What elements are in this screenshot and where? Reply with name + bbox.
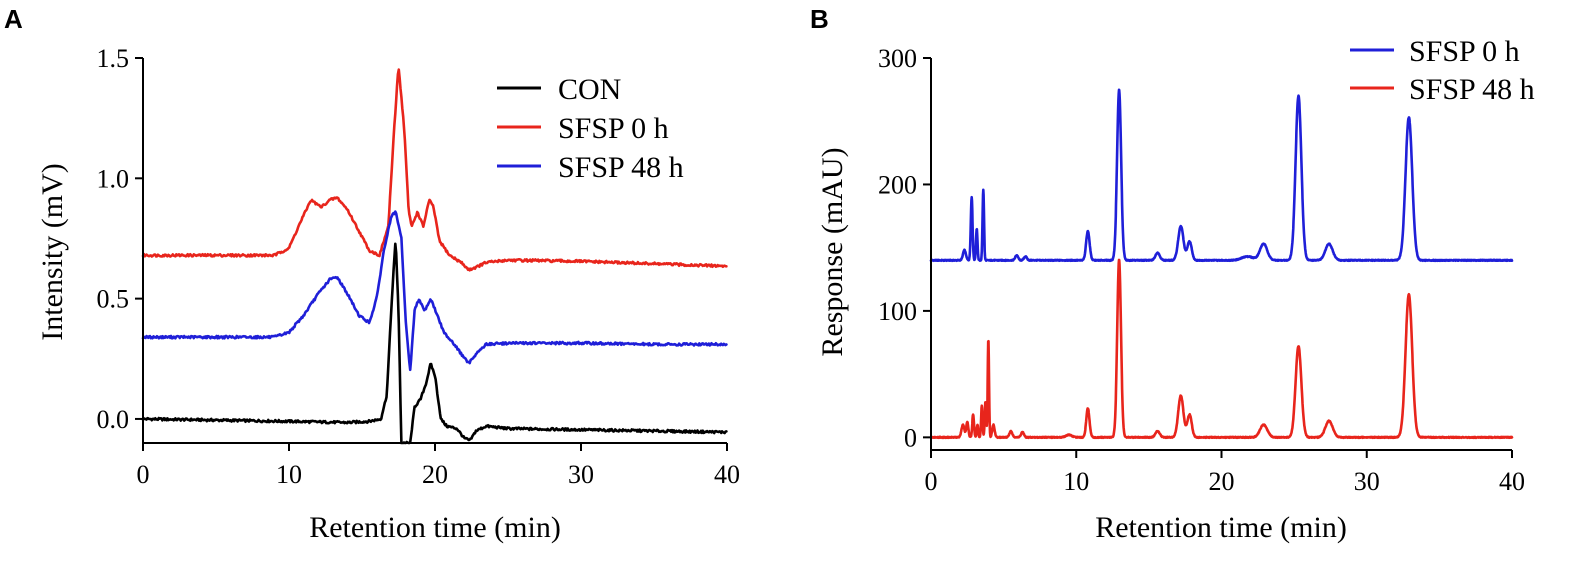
panel-a-x-tick-label: 10: [276, 460, 302, 489]
panel-b-x-tick-label: 30: [1354, 467, 1380, 496]
panel-a: A 0 10 20 30 40 0.0 0.5 1.0 1.5 Retention time …: [4, 4, 740, 544]
panel-a-label: A: [4, 4, 23, 34]
panel-b-series-sfsp-48-h: [929, 258, 1514, 440]
panel-a-y-tick-label: 1.0: [97, 164, 130, 193]
panel-a-series-group: [141, 68, 728, 445]
panel-a-y-tick-label: 1.5: [97, 44, 130, 73]
panel-a-y-tick-label: 0.0: [97, 405, 130, 434]
panel-b-x-tick-label: 40: [1499, 467, 1525, 496]
panel-b-x-tick-label: 10: [1063, 467, 1089, 496]
panel-b-x-tick-label: 0: [925, 467, 938, 496]
panel-a-x-axis-title: Retention time (min): [309, 511, 561, 544]
panel-b-x-ticks: 0 10 20 30 40: [925, 450, 1525, 496]
panel-a-series-con: [141, 242, 728, 445]
panel-b-label: B: [810, 4, 829, 34]
legend-label-con: CON: [558, 73, 621, 106]
panel-a-series-sfsp-48-h: [141, 210, 728, 372]
panel-b-y-tick-label: 100: [878, 297, 917, 326]
legend-label-sfsp-0h: SFSP 0 h: [558, 112, 669, 145]
panel-b-y-tick-label: 300: [878, 44, 917, 73]
legend-label-b-sfsp-0h: SFSP 0 h: [1409, 35, 1520, 68]
panel-a-x-ticks: 0 10 20 30 40: [137, 443, 740, 489]
panel-a-y-tick-label: 0.5: [97, 285, 130, 314]
panel-b-y-ticks: 0 100 200 300: [878, 44, 931, 452]
panel-b-y-tick-label: 0: [904, 423, 917, 452]
panel-a-x-tick-label: 30: [568, 460, 594, 489]
panel-b-x-tick-label: 20: [1209, 467, 1235, 496]
panel-a-x-tick-label: 0: [137, 460, 150, 489]
legend-label-b-sfsp-48h: SFSP 48 h: [1409, 73, 1535, 106]
panel-b: B 0 10 20 30 40 0 100 200 300 Retention time (m…: [810, 4, 1535, 544]
panel-a-series-sfsp-0-h: [141, 68, 728, 272]
panel-b-legend: SFSP 0 h SFSP 48 h: [1350, 35, 1535, 106]
panel-b-series-sfsp-0-h: [929, 88, 1514, 263]
panel-a-y-axis-title: Intensity (mV): [36, 163, 69, 340]
panel-b-series-group: [929, 88, 1514, 440]
panel-a-x-tick-label: 40: [714, 460, 740, 489]
panel-a-y-ticks: 0.0 0.5 1.0 1.5: [97, 44, 143, 434]
legend-label-sfsp-48h: SFSP 48 h: [558, 151, 684, 184]
panel-b-x-axis-title: Retention time (min): [1095, 511, 1347, 544]
panel-b-y-tick-label: 200: [878, 170, 917, 199]
panel-a-legend: CON SFSP 0 h SFSP 48 h: [497, 73, 684, 184]
panel-a-x-tick-label: 20: [422, 460, 448, 489]
panel-b-y-axis-title: Response (mAU): [816, 147, 849, 356]
